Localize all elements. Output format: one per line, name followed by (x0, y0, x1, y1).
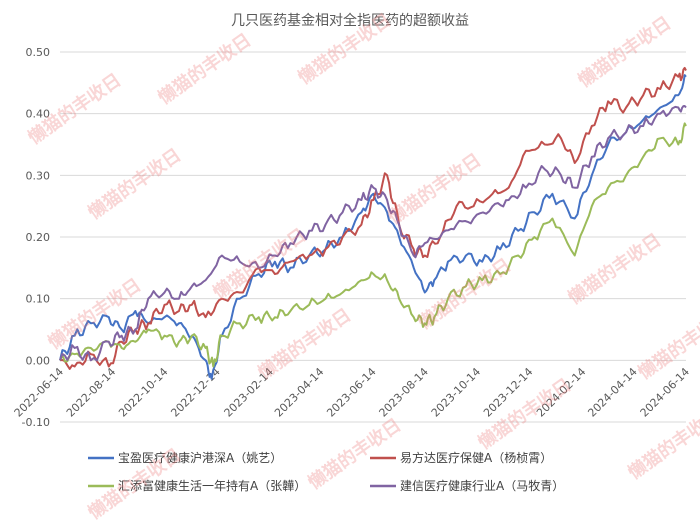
x-tick-label: 2022-12-14 (168, 365, 222, 419)
y-tick-label: 0.10 (26, 293, 51, 306)
legend-label: 汇添富健康生活一年持有A（张韡） (118, 478, 306, 493)
grid-layer (60, 51, 686, 423)
y-tick-label: 0.40 (26, 108, 51, 121)
x-tick-label: 2022-10-14 (116, 365, 170, 419)
x-tick-label: 2024-04-14 (585, 365, 639, 419)
legend-label: 宝盈医疗健康沪港深A（姚艺） (118, 450, 282, 465)
y-tick-label: 0.30 (26, 169, 51, 182)
x-axis: 2022-06-142022-08-142022-10-142022-12-14… (12, 365, 692, 419)
chart-title: 几只医药基金相对全指医药的超额收益 (231, 12, 469, 29)
x-tick-label: 2023-08-14 (377, 365, 431, 419)
y-axis: -0.10 0.00 0.10 0.20 0.30 0.40 0.50 (22, 46, 50, 429)
x-tick-label: 2022-06-14 (12, 365, 66, 419)
x-tick-label: 2023-12-14 (481, 365, 535, 419)
x-tick-label: 2023-02-14 (222, 365, 276, 419)
legend: 宝盈医疗健康沪港深A（姚艺） 易方达医疗保健A（杨桢霄） 汇添富健康生活一年持有A（… (88, 450, 564, 493)
series-line-4 (59, 105, 687, 362)
legend-label: 建信医疗健康行业A（马牧青） (400, 478, 564, 493)
y-tick-label: 0.20 (26, 231, 51, 244)
x-tick-label: 2023-04-14 (272, 365, 326, 419)
y-tick-label: 0.00 (26, 354, 51, 367)
series-line-3 (59, 122, 687, 368)
chart: 几只医药基金相对全指医药的超额收益 -0.10 0.00 0.10 0.20 0.30 0… (12, 12, 692, 493)
series-layer (59, 66, 687, 380)
series-line-1 (59, 74, 687, 380)
x-tick-label: 2024-02-14 (534, 365, 588, 419)
x-tick-label: 2024-06-14 (638, 365, 692, 419)
y-tick-label: -0.10 (22, 416, 50, 429)
series-line-2 (59, 66, 687, 370)
y-tick-label: 0.50 (26, 46, 51, 59)
chart-svg: 几只医药基金相对全指医药的超额收益 -0.10 0.00 0.10 0.20 0.30 0… (12, 12, 692, 493)
x-tick-label: 2023-06-14 (324, 365, 378, 419)
x-tick-label: 2022-08-14 (64, 365, 118, 419)
legend-label: 易方达医疗保健A（杨桢霄） (400, 450, 552, 465)
x-tick-label: 2023-10-14 (429, 365, 483, 419)
